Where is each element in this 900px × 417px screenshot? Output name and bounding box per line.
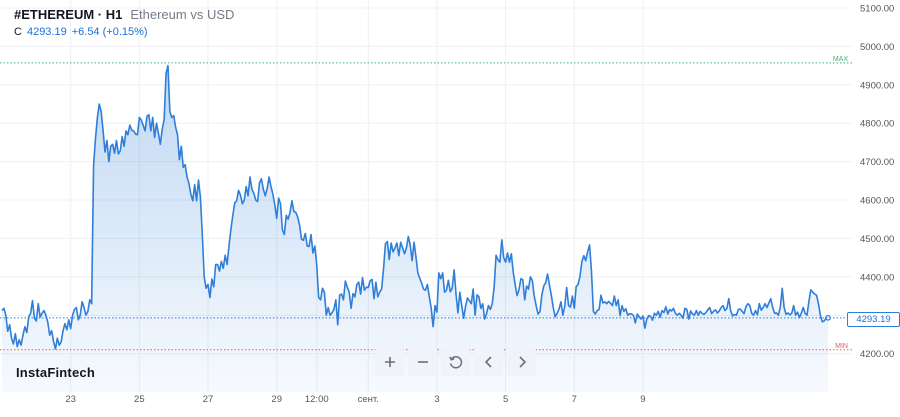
scroll-left-button[interactable]: [474, 347, 503, 376]
x-tick-label: 27: [203, 394, 214, 405]
minus-icon: [417, 360, 428, 363]
y-tick-label: 4200.00: [860, 349, 894, 360]
y-tick-label: 4900.00: [860, 80, 894, 91]
x-tick-label: 9: [640, 394, 645, 405]
last-price-tag: 4293.19: [847, 312, 900, 327]
x-tick-label: 5: [503, 394, 508, 405]
x-tick-label: 3: [434, 394, 439, 405]
chevron-left-icon: [484, 355, 492, 368]
y-tick-label: 4400.00: [860, 272, 894, 283]
x-tick-label: 25: [134, 394, 145, 405]
max-label: MAX: [833, 56, 849, 63]
y-tick-label: 4500.00: [860, 234, 894, 245]
brand-logo: InstaFintech: [16, 365, 95, 380]
x-tick-label: 7: [572, 394, 577, 405]
x-tick-label: 12:00: [305, 394, 329, 405]
symbol-title: #ETHEREUM · H1: [14, 7, 123, 22]
chart-toolbar: [375, 347, 536, 376]
x-tick-label: 23: [65, 394, 76, 405]
close-label: C: [14, 26, 22, 38]
y-tick-label: 4700.00: [860, 157, 894, 168]
ohlc-readout: C 4293.19 +6.54 (+0.15%): [14, 26, 153, 38]
reset-button[interactable]: [441, 347, 470, 376]
y-tick-label: 4600.00: [860, 196, 894, 207]
close-value: 4293.19: [26, 26, 67, 38]
close-change: +6.54 (+0.15%): [71, 26, 148, 38]
x-tick-label: 29: [271, 394, 282, 405]
y-tick-label: 4800.00: [860, 119, 894, 130]
series-line: [1, 64, 829, 350]
symbol-description: Ethereum vs USD: [130, 7, 235, 22]
zoom-in-button[interactable]: [375, 347, 404, 376]
series-area: [2, 65, 828, 392]
x-tick-label: сент.: [358, 394, 379, 405]
zoom-out-button[interactable]: [408, 347, 437, 376]
chart-header: #ETHEREUM · H1 Ethereum vs USD: [14, 6, 234, 24]
scroll-right-button[interactable]: [507, 347, 536, 376]
y-tick-label: 5100.00: [860, 4, 894, 15]
reset-icon: [448, 355, 462, 368]
chevron-right-icon: [518, 355, 526, 368]
y-tick-label: 5000.00: [860, 42, 894, 53]
plus-icon: [384, 356, 395, 367]
min-label: MIN: [835, 343, 848, 350]
